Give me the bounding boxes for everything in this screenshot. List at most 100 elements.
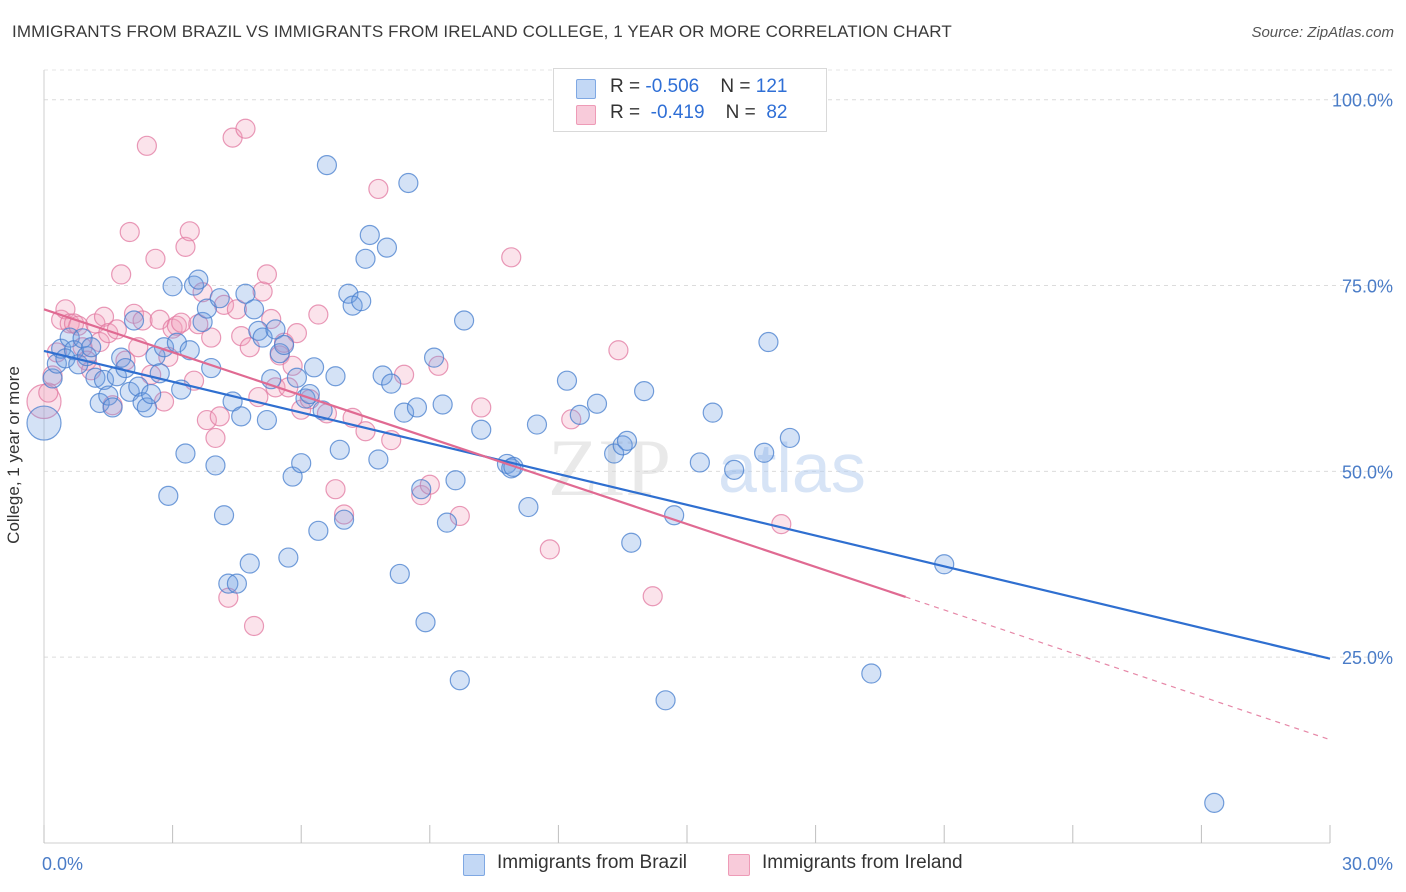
brazil-point-59 [291, 453, 312, 474]
ireland-swatch [576, 105, 596, 125]
axes [43, 70, 1331, 844]
brazil-point-95 [526, 414, 548, 435]
legend-ireland-n-label: N = [725, 102, 762, 123]
y-tick-label-100: 100.0% [1332, 91, 1393, 111]
brazil-point-47 [239, 553, 260, 574]
brazil-point-94 [518, 496, 539, 518]
ireland-point-40 [205, 427, 226, 449]
brazil-point-23 [136, 397, 157, 418]
legend-brazil-r-label: R = [610, 76, 646, 97]
brazil-point-87 [445, 470, 466, 491]
ireland-trend-extension [905, 596, 1331, 741]
trend-lines [43, 308, 1331, 741]
x-tick-label-max: 30.0% [1342, 854, 1393, 874]
brazil-point-55 [273, 334, 295, 356]
brazil-point-80 [398, 172, 419, 194]
ireland-point-68 [368, 178, 389, 200]
watermark-atlas: atlas [718, 429, 866, 507]
ireland-point-39 [201, 327, 222, 348]
ireland-point-52 [256, 264, 278, 285]
brazil-point-29 [162, 276, 183, 297]
ireland-point-81 [771, 514, 792, 535]
stats-legend: R = -0.506 N = 121 R = -0.419 N = 82 [553, 68, 827, 132]
watermark-zip: ZIP [548, 422, 671, 513]
bottom-ireland-swatch [728, 854, 750, 876]
ireland-point-33 [175, 236, 196, 257]
brazil-point-58 [286, 367, 308, 388]
brazil-point-66 [325, 366, 346, 387]
brazil-point-68 [333, 509, 355, 530]
brazil-point-53 [265, 319, 286, 340]
brazil-point-24 [141, 383, 162, 405]
ireland-point-41 [209, 406, 230, 427]
ireland-point-59 [286, 323, 308, 344]
chart-title: IMMIGRANTS FROM BRAZIL VS IMMIGRANTS FRO… [12, 22, 952, 41]
brazil-point-106 [689, 452, 710, 473]
brazil-point-33 [179, 340, 200, 361]
brazil-point-111 [779, 427, 800, 449]
brazil-point-77 [381, 373, 402, 394]
ireland-point-58 [282, 355, 303, 376]
ireland-point-64 [325, 479, 346, 500]
brazil-point-14 [98, 385, 119, 406]
ireland-point-62 [308, 304, 329, 325]
brazil-point-40 [209, 288, 230, 309]
y-axis-label: College, 1 year or more [4, 366, 24, 544]
brazil-point-15 [102, 397, 123, 418]
brazil-point-72 [355, 248, 376, 269]
brazil-point-107 [702, 402, 723, 423]
brazil-point-71 [351, 291, 372, 312]
brazil-point-103 [634, 380, 655, 402]
brazil-point-85 [432, 394, 453, 415]
brazil-point-17 [111, 347, 132, 368]
brazil-point-82 [411, 479, 432, 500]
brazil-point-99 [604, 443, 625, 464]
brazil-point-101 [616, 430, 638, 451]
ireland-point-65 [333, 504, 355, 525]
y-tick-label-75: 75.0% [1342, 277, 1393, 297]
ireland-point-47 [235, 118, 256, 139]
brazil-point-39 [205, 455, 226, 476]
brazil-point-21 [128, 376, 149, 397]
legend-brazil-r-value: -0.506 [645, 76, 700, 97]
legend-ireland-text: R = -0.419 N = 82 [610, 102, 787, 124]
source-label: Source: ZipAtlas.com [1251, 24, 1394, 41]
ireland-point-77 [539, 539, 560, 560]
legend-brazil-n-label: N = [720, 76, 756, 97]
brazil-point-97 [569, 404, 590, 425]
ireland-trend-line [43, 308, 906, 599]
bottom-ireland-label: Immigrants from Ireland [762, 852, 963, 873]
ireland-point-34 [179, 221, 200, 242]
ireland-point-18 [111, 264, 132, 285]
ireland-point-79 [608, 340, 629, 361]
brazil-point-63 [308, 520, 329, 541]
brazil-point-89 [453, 310, 475, 331]
brazil-point-51 [256, 409, 278, 431]
legend-brazil-text: R = -0.506 N = 121 [610, 76, 787, 98]
brazil-point-10 [81, 337, 102, 358]
brazil-point-79 [393, 402, 415, 423]
brazil-point-35 [188, 269, 209, 290]
brazil-point-105 [664, 505, 685, 526]
brazil-point-48 [243, 299, 265, 320]
ireland-point-23 [132, 310, 153, 331]
brazil-point-65 [316, 155, 338, 176]
legend-ireland-n-value: 82 [766, 102, 788, 123]
ireland-point-24 [136, 135, 157, 156]
y-axis-label-text: College, 1 year or more [4, 366, 23, 544]
brazil-point-28 [158, 485, 179, 506]
y-tick-label-25: 25.0% [1342, 648, 1393, 668]
brazil-point-32 [175, 443, 196, 464]
brazil-point-98 [586, 393, 608, 414]
brazil-swatch [576, 79, 596, 99]
ireland-point-80 [642, 586, 663, 607]
ireland-point-20 [119, 221, 140, 243]
brazil-point-41 [213, 505, 235, 526]
brazil-point-75 [372, 365, 393, 386]
brazil-point-11 [85, 367, 106, 388]
brazil-point-78 [389, 563, 410, 585]
brazil-point-56 [278, 547, 299, 568]
brazil-point-109 [754, 442, 775, 463]
ireland-point-71 [411, 485, 432, 506]
